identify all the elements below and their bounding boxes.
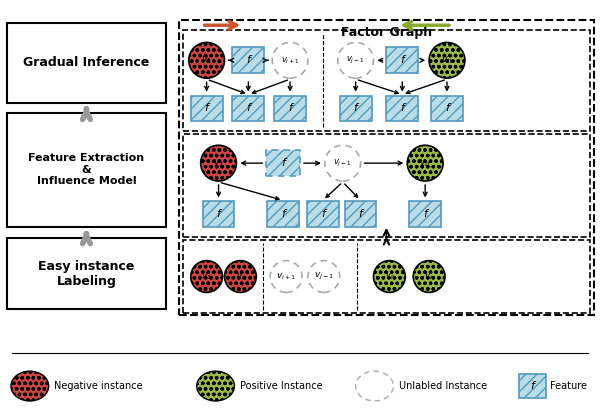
Ellipse shape xyxy=(11,371,49,401)
Text: $v_{j-1}$: $v_{j-1}$ xyxy=(346,55,365,66)
FancyBboxPatch shape xyxy=(386,47,418,73)
Text: Unlabled Instance: Unlabled Instance xyxy=(400,381,487,391)
Text: f: f xyxy=(423,209,427,219)
Ellipse shape xyxy=(413,261,445,293)
Text: Factor Graph: Factor Graph xyxy=(341,26,432,39)
Text: Positive Instance: Positive Instance xyxy=(241,381,323,391)
Text: $v_1$: $v_1$ xyxy=(201,271,212,282)
Text: $v_n$: $v_n$ xyxy=(419,157,431,169)
Text: f: f xyxy=(281,209,285,219)
Text: f: f xyxy=(400,103,404,113)
Ellipse shape xyxy=(407,145,443,181)
FancyBboxPatch shape xyxy=(7,23,166,103)
Text: f: f xyxy=(530,381,535,391)
Text: Easy instance
Labeling: Easy instance Labeling xyxy=(38,260,134,288)
Text: $v_n$: $v_n$ xyxy=(441,54,453,66)
Ellipse shape xyxy=(191,261,223,293)
Text: Feature: Feature xyxy=(550,381,587,391)
Text: $v_i$: $v_i$ xyxy=(236,271,245,282)
Text: f: f xyxy=(359,209,362,219)
FancyBboxPatch shape xyxy=(232,96,264,122)
FancyBboxPatch shape xyxy=(307,201,339,227)
Ellipse shape xyxy=(308,261,340,293)
Text: f: f xyxy=(281,158,285,168)
FancyBboxPatch shape xyxy=(7,112,166,227)
Ellipse shape xyxy=(374,261,405,293)
Text: f: f xyxy=(445,103,449,113)
FancyBboxPatch shape xyxy=(274,96,306,122)
Ellipse shape xyxy=(338,42,374,78)
FancyBboxPatch shape xyxy=(203,201,235,227)
FancyBboxPatch shape xyxy=(232,47,264,73)
FancyBboxPatch shape xyxy=(340,96,371,122)
FancyBboxPatch shape xyxy=(386,96,418,122)
FancyBboxPatch shape xyxy=(267,201,299,227)
Text: Feature Extraction
&
Influence Model: Feature Extraction & Influence Model xyxy=(28,153,145,186)
FancyBboxPatch shape xyxy=(7,238,166,309)
Ellipse shape xyxy=(272,42,308,78)
Text: f: f xyxy=(247,103,250,113)
Text: $v_1$: $v_1$ xyxy=(201,54,212,66)
FancyBboxPatch shape xyxy=(518,374,547,398)
Text: Negative instance: Negative instance xyxy=(53,381,142,391)
Text: f: f xyxy=(247,55,250,65)
Ellipse shape xyxy=(224,261,256,293)
Text: $v_{i+1}$: $v_{i+1}$ xyxy=(281,55,299,66)
FancyBboxPatch shape xyxy=(191,96,223,122)
Text: f: f xyxy=(353,103,358,113)
Text: f: f xyxy=(321,209,325,219)
Text: $v_{j-1}$: $v_{j-1}$ xyxy=(314,271,334,282)
FancyBboxPatch shape xyxy=(344,201,376,227)
FancyBboxPatch shape xyxy=(431,96,463,122)
Text: $v_1$: $v_1$ xyxy=(213,157,224,169)
Ellipse shape xyxy=(356,371,394,401)
Ellipse shape xyxy=(197,371,235,401)
Text: f: f xyxy=(288,103,292,113)
Text: $v_{j-1}$: $v_{j-1}$ xyxy=(333,157,352,169)
Text: $v_n$: $v_n$ xyxy=(424,271,434,282)
Text: Gradual Inference: Gradual Inference xyxy=(23,56,149,70)
Text: f: f xyxy=(205,103,209,113)
Text: $v_j$: $v_j$ xyxy=(385,271,394,282)
Ellipse shape xyxy=(325,145,361,181)
FancyBboxPatch shape xyxy=(266,150,300,176)
Ellipse shape xyxy=(189,42,224,78)
Ellipse shape xyxy=(200,145,236,181)
Text: f: f xyxy=(217,209,220,219)
Text: f: f xyxy=(400,55,404,65)
Ellipse shape xyxy=(429,42,465,78)
Ellipse shape xyxy=(270,261,302,293)
Text: $v_{i+1}$: $v_{i+1}$ xyxy=(276,271,296,282)
FancyBboxPatch shape xyxy=(409,201,441,227)
